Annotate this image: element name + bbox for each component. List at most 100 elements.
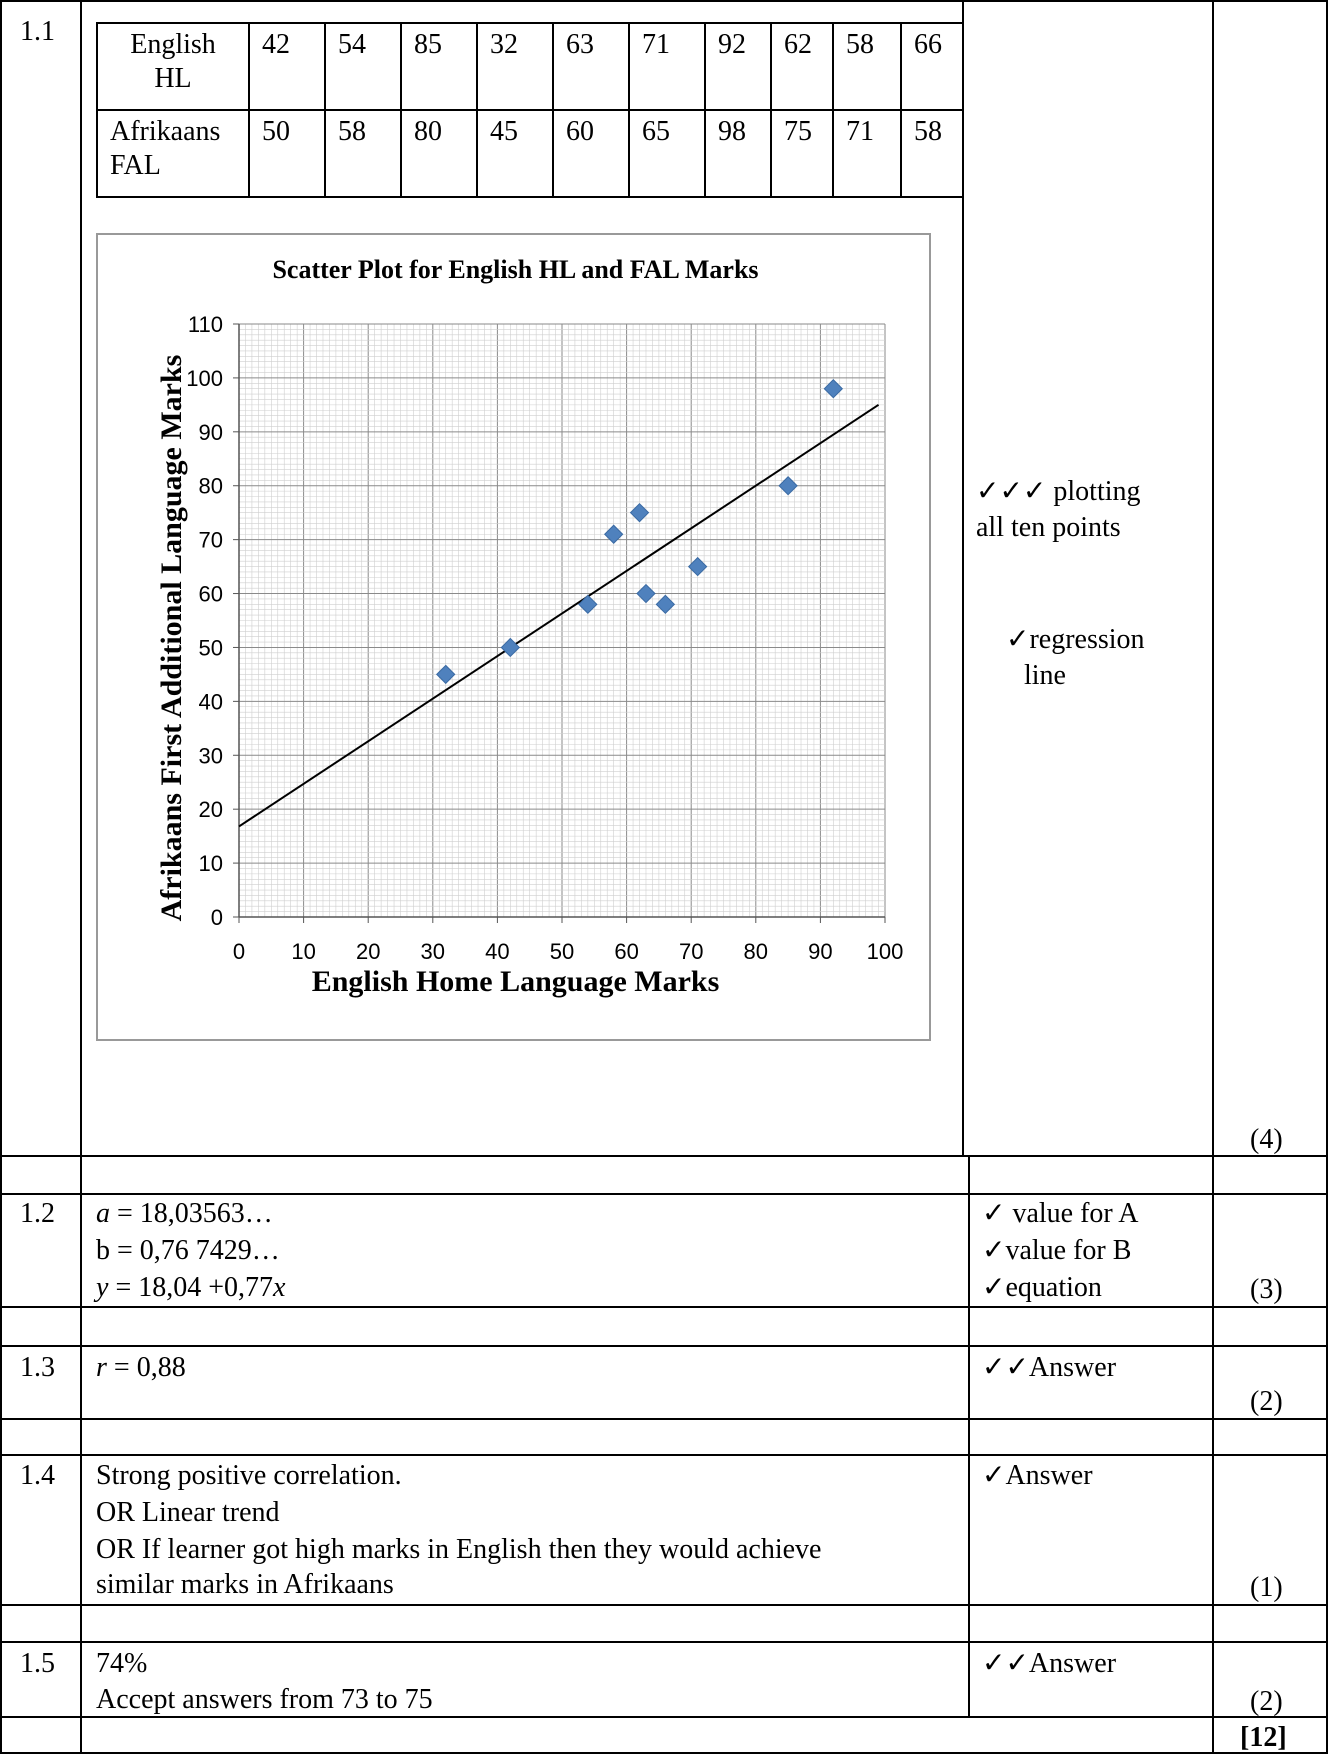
y-tick-label: 80 — [199, 474, 223, 499]
row-line — [0, 1193, 1328, 1195]
answer-line-equation: y = 18,04 +0,77x — [96, 1270, 285, 1306]
table-cell: 58 — [900, 109, 964, 198]
var-x: x — [273, 1272, 286, 1303]
table-cell: 42 — [248, 22, 326, 111]
chart-plot-area: 0 10 20 30 40 50 60 70 80 90 100 0 10 20 30 40 50 60 70 80 9… — [186, 312, 903, 964]
data-point — [629, 502, 650, 523]
y-axis-label: Afrikaans First Additional Language Mark… — [155, 354, 188, 922]
table-cell: 32 — [476, 22, 554, 111]
y-tick-label: 100 — [186, 366, 223, 391]
table-cell: 58 — [324, 109, 402, 198]
table-cell: 63 — [552, 22, 630, 111]
col-divider-marks-top — [962, 0, 964, 1156]
question-number: 1.4 — [20, 1460, 55, 1491]
border-top — [0, 0, 1328, 2]
chart-title: Scatter Plot for English HL and FAL Mark… — [272, 255, 759, 284]
answer-line-b: b = 0,76 7429… — [96, 1235, 280, 1266]
y-tick-label: 40 — [199, 689, 223, 714]
answer-line: OR If learner got high marks in English … — [96, 1534, 822, 1565]
col-divider-number — [80, 0, 82, 1754]
data-point — [655, 594, 676, 615]
row-line — [0, 1716, 1328, 1718]
question-total: (4) — [1250, 1124, 1283, 1155]
var-r: r — [96, 1352, 107, 1383]
col-divider-marks-bottom — [968, 1156, 970, 1716]
y-tick-label: 70 — [199, 528, 223, 553]
question-total: (2) — [1250, 1386, 1283, 1417]
table-row-afrikaans: Afrikaans FAL 50 58 80 45 60 65 98 75 71… — [96, 109, 964, 198]
var-y: y — [96, 1272, 109, 1303]
x-tick-label: 40 — [485, 939, 509, 964]
marks-plotting-2: all ten points — [976, 512, 1121, 543]
question-number: 1.5 — [20, 1648, 55, 1679]
data-point — [578, 594, 598, 615]
x-tick-label: 30 — [421, 939, 445, 964]
answer-line: Accept answers from 73 to 75 — [96, 1684, 433, 1715]
question-total: (3) — [1250, 1274, 1283, 1305]
x-tick-label: 70 — [679, 939, 703, 964]
table-cell: 75 — [770, 109, 834, 198]
border-right — [1326, 0, 1328, 1754]
row-line — [0, 1306, 1328, 1308]
x-tick-label: 60 — [614, 939, 638, 964]
question-number: 1.2 — [20, 1198, 55, 1229]
marks-answer: ✓Answer — [982, 1460, 1093, 1491]
question-number: 1.3 — [20, 1352, 55, 1383]
row-line — [0, 1454, 1328, 1456]
table-cell: 45 — [476, 109, 554, 198]
y-tick-label: 60 — [199, 582, 223, 607]
row-line — [0, 1155, 1328, 1157]
table-cell: 58 — [832, 22, 902, 111]
y-tick-label: 10 — [199, 851, 223, 876]
col-divider-total — [1212, 0, 1214, 1754]
marks-answer: ✓✓Answer — [982, 1352, 1117, 1383]
table-cell: 71 — [832, 109, 902, 198]
x-tick-label: 20 — [356, 939, 380, 964]
answer-line: 74% — [96, 1648, 148, 1679]
x-tick-label: 80 — [744, 939, 768, 964]
table-cell: 71 — [628, 22, 706, 111]
table-cell: 50 — [248, 109, 326, 198]
x-tick-label: 50 — [550, 939, 574, 964]
value-r: = 0,88 — [106, 1352, 186, 1383]
var-a: a — [96, 1198, 110, 1229]
y-tick-label: 90 — [199, 420, 223, 445]
value-a: = 18,03563… — [110, 1198, 273, 1229]
y-tick-label: 0 — [211, 905, 223, 930]
row-line — [0, 1418, 1328, 1420]
row-line — [0, 1345, 1328, 1347]
x-tick-label: 0 — [233, 939, 245, 964]
data-point — [636, 583, 656, 604]
table-cell: 98 — [704, 109, 772, 198]
data-point — [823, 378, 844, 399]
data-point — [687, 556, 708, 577]
table-cell: 60 — [552, 109, 630, 198]
marks-answer: ✓✓Answer — [982, 1648, 1117, 1679]
x-tick-label: 90 — [808, 939, 832, 964]
answer-line-a: a = 18,03563… — [96, 1196, 273, 1232]
marks-regression-2: line — [1024, 660, 1066, 691]
answer-line: Strong positive correlation. — [96, 1460, 402, 1491]
data-point — [778, 476, 798, 496]
y-tick-label: 30 — [199, 743, 223, 768]
table-cell: 92 — [704, 22, 772, 111]
border-left — [0, 0, 2, 1754]
y-tick-label: 20 — [199, 797, 223, 822]
answer-line: similar marks in Afrikaans — [96, 1569, 394, 1600]
equation-body: = 18,04 +0,77 — [108, 1272, 274, 1303]
marks-plotting: ✓✓✓ plotting — [976, 476, 1141, 507]
row-line — [0, 1604, 1328, 1606]
y-tick-label: 50 — [199, 635, 223, 660]
border-bottom — [0, 1752, 1328, 1754]
row-label-afrikaans: Afrikaans FAL — [96, 109, 250, 198]
table-cell: 80 — [400, 109, 478, 198]
table-cell: 65 — [628, 109, 706, 198]
question-total: (1) — [1250, 1572, 1283, 1603]
marks-regression: ✓regression — [1006, 624, 1145, 655]
answer-line: OR Linear trend — [96, 1497, 280, 1528]
regression-line — [238, 403, 880, 828]
table-cell: 85 — [400, 22, 478, 111]
table-cell: 62 — [770, 22, 834, 111]
answer-r: r = 0,88 — [96, 1350, 186, 1386]
